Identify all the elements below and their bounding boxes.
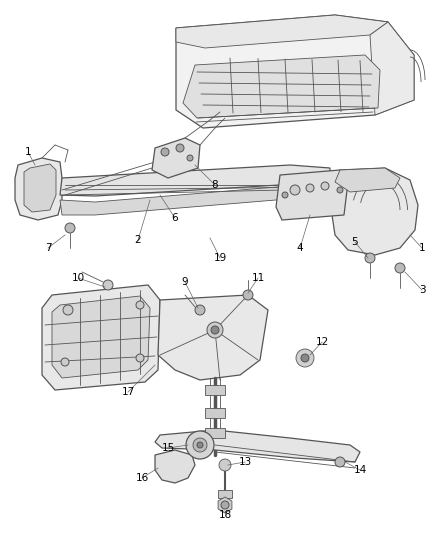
Polygon shape bbox=[176, 15, 414, 128]
Circle shape bbox=[103, 280, 113, 290]
Text: 1: 1 bbox=[25, 147, 31, 157]
Polygon shape bbox=[42, 285, 160, 390]
Polygon shape bbox=[276, 170, 348, 220]
Circle shape bbox=[219, 459, 231, 471]
Circle shape bbox=[301, 354, 309, 362]
Text: 16: 16 bbox=[135, 473, 148, 483]
Circle shape bbox=[243, 290, 253, 300]
Polygon shape bbox=[176, 15, 388, 48]
Circle shape bbox=[306, 184, 314, 192]
Polygon shape bbox=[155, 450, 195, 483]
Circle shape bbox=[176, 144, 184, 152]
Circle shape bbox=[365, 253, 375, 263]
Circle shape bbox=[395, 263, 405, 273]
Circle shape bbox=[193, 438, 207, 452]
Text: 5: 5 bbox=[352, 237, 358, 247]
Polygon shape bbox=[60, 182, 330, 215]
Polygon shape bbox=[218, 490, 232, 498]
Text: 10: 10 bbox=[71, 273, 85, 283]
Polygon shape bbox=[370, 22, 414, 115]
Text: 18: 18 bbox=[219, 510, 232, 520]
Polygon shape bbox=[205, 408, 225, 418]
Polygon shape bbox=[15, 158, 62, 220]
Circle shape bbox=[337, 187, 343, 193]
Circle shape bbox=[296, 349, 314, 367]
Polygon shape bbox=[205, 428, 225, 438]
Text: 9: 9 bbox=[182, 277, 188, 287]
Text: 15: 15 bbox=[161, 443, 175, 453]
Circle shape bbox=[221, 501, 229, 509]
Polygon shape bbox=[332, 168, 418, 255]
Text: 4: 4 bbox=[297, 243, 303, 253]
Circle shape bbox=[61, 358, 69, 366]
Polygon shape bbox=[152, 138, 200, 178]
Polygon shape bbox=[60, 165, 330, 196]
Text: 1: 1 bbox=[419, 243, 425, 253]
Polygon shape bbox=[205, 385, 225, 395]
Polygon shape bbox=[218, 497, 232, 513]
Text: 19: 19 bbox=[213, 253, 226, 263]
Polygon shape bbox=[335, 168, 400, 192]
Text: 14: 14 bbox=[353, 465, 367, 475]
Text: 7: 7 bbox=[45, 243, 51, 253]
Circle shape bbox=[197, 442, 203, 448]
Circle shape bbox=[211, 326, 219, 334]
Polygon shape bbox=[183, 55, 380, 118]
Text: 6: 6 bbox=[172, 213, 178, 223]
Circle shape bbox=[282, 192, 288, 198]
Text: 12: 12 bbox=[315, 337, 328, 347]
Polygon shape bbox=[52, 296, 150, 378]
Circle shape bbox=[187, 155, 193, 161]
Polygon shape bbox=[155, 430, 360, 462]
Circle shape bbox=[63, 305, 73, 315]
Circle shape bbox=[335, 457, 345, 467]
Circle shape bbox=[161, 148, 169, 156]
Text: 11: 11 bbox=[251, 273, 265, 283]
Circle shape bbox=[207, 322, 223, 338]
Circle shape bbox=[186, 431, 214, 459]
Polygon shape bbox=[24, 164, 56, 212]
Text: 13: 13 bbox=[238, 457, 251, 467]
Text: 8: 8 bbox=[212, 180, 218, 190]
Text: 17: 17 bbox=[121, 387, 134, 397]
Text: 3: 3 bbox=[419, 285, 425, 295]
Circle shape bbox=[136, 354, 144, 362]
Circle shape bbox=[321, 182, 329, 190]
Circle shape bbox=[195, 305, 205, 315]
Text: 2: 2 bbox=[135, 235, 141, 245]
Polygon shape bbox=[158, 295, 268, 380]
Circle shape bbox=[136, 301, 144, 309]
Circle shape bbox=[290, 185, 300, 195]
Circle shape bbox=[65, 223, 75, 233]
